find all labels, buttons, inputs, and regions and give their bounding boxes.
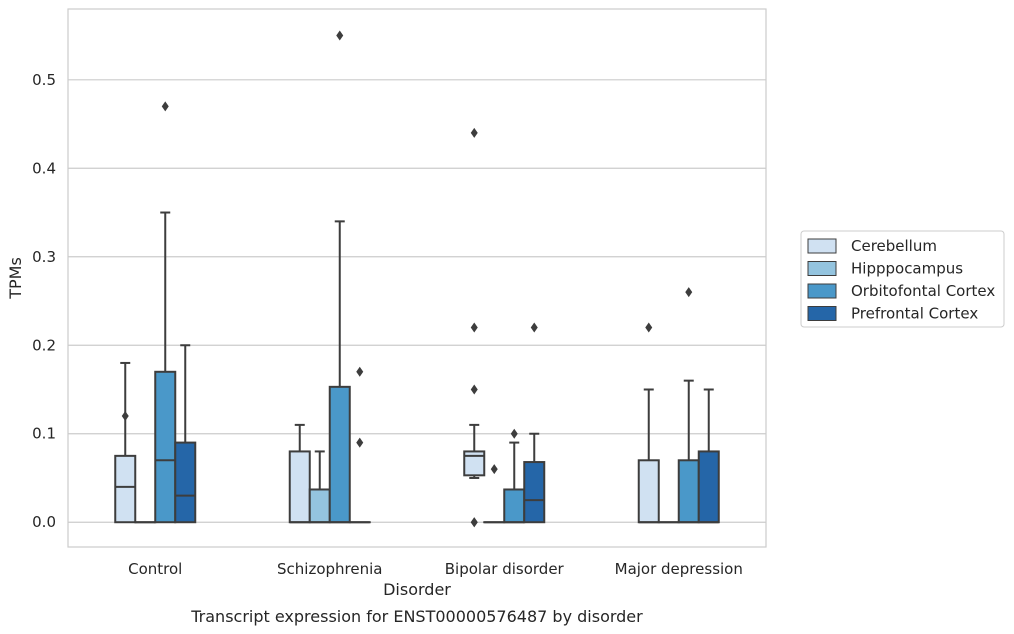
outlier-point: [510, 428, 518, 439]
outlier-point: [530, 322, 538, 333]
box-body: [677, 459, 700, 524]
box-prefrontal-cortex: [523, 322, 546, 524]
box-body: [503, 488, 526, 524]
y-tick-label: 0.2: [32, 336, 56, 354]
legend-frame: [800, 230, 1005, 328]
outlier-point: [121, 411, 129, 422]
box-body: [697, 450, 720, 524]
box-body: [463, 450, 486, 477]
box-body: [523, 461, 546, 524]
box-body: [288, 450, 311, 524]
y-tick-label: 0.5: [32, 71, 56, 89]
box-body: [637, 459, 660, 524]
y-axis-label: TPMs: [6, 257, 25, 300]
y-axis-ticks: 0.0 0.1 0.2 0.3 0.4 0.5: [32, 71, 56, 531]
legend: Cerebellum Hipppocampus Orbitofontal Corte…: [800, 230, 1005, 328]
box-hipppocampus: [483, 464, 506, 524]
box-orbitofontal-cortex: [503, 428, 526, 524]
legend-swatch: [807, 238, 837, 254]
outlier-point: [336, 30, 344, 41]
box-orbitofontal-cortex: [328, 30, 351, 524]
box-cerebellum: [114, 361, 137, 524]
box-body: [174, 441, 197, 524]
box-hipppocampus: [308, 450, 331, 524]
legend-label: Prefrontal Cortex: [851, 305, 978, 323]
outlier-point: [490, 464, 498, 475]
box-body: [308, 488, 331, 524]
outlier-point: [685, 287, 693, 298]
box-prefrontal-cortex: [174, 344, 197, 524]
box-cerebellum: [288, 423, 311, 524]
chart-caption: Transcript expression for ENST0000057648…: [190, 607, 643, 626]
outlier-point: [356, 437, 364, 448]
plot-frame: [67, 8, 767, 548]
box-prefrontal-cortex: [697, 388, 720, 524]
box-orbitofontal-cortex: [677, 287, 700, 524]
x-tick-label: Control: [128, 560, 182, 578]
box-cerebellum: [463, 127, 486, 528]
y-tick-label: 0.4: [32, 159, 56, 177]
y-tick-label: 0.3: [32, 248, 56, 266]
legend-label: Cerebellum: [851, 237, 937, 255]
legend-swatch: [807, 306, 837, 321]
box-orbitofontal-cortex: [154, 101, 177, 524]
legend-swatch: [807, 283, 837, 299]
legend-label: Orbitofontal Cortex: [851, 282, 995, 300]
box-body: [114, 454, 137, 524]
outlier-point: [470, 127, 478, 138]
x-axis-ticks: Control Schizophrenia Bipolar disorder Majo…: [128, 560, 743, 578]
box-cerebellum: [637, 322, 660, 524]
x-tick-label: Schizophrenia: [277, 560, 382, 578]
x-tick-label: Major depression: [615, 560, 743, 578]
outlier-point: [470, 384, 478, 395]
outlier-point: [645, 322, 653, 333]
y-tick-label: 0.1: [32, 425, 56, 443]
outlier-point: [356, 366, 364, 377]
outlier-point: [161, 101, 169, 112]
box-body: [328, 385, 351, 524]
y-tick-label: 0.0: [32, 513, 56, 531]
outlier-point: [470, 517, 478, 528]
legend-label: Hipppocampus: [851, 260, 963, 278]
box-body: [154, 370, 177, 524]
box-prefrontal-cortex: [348, 366, 371, 524]
x-axis-label: Disorder: [383, 580, 451, 599]
x-tick-label: Bipolar disorder: [445, 560, 565, 578]
box-series: [114, 30, 720, 528]
outlier-point: [470, 322, 478, 333]
legend-swatch: [807, 261, 837, 276]
